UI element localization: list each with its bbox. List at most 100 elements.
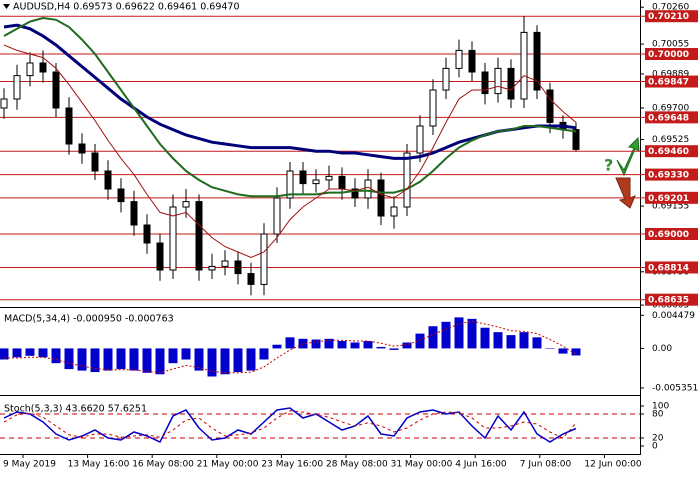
plot-content: 0.70260 0.70055 0.69889 0.69700 0.69525 0.691…	[0, 2, 698, 470]
candle-body	[429, 89, 437, 127]
macd-bar	[246, 348, 256, 371]
candle-body	[143, 224, 151, 244]
macd-bar	[311, 339, 321, 349]
candle-body	[182, 201, 190, 208]
macd-bar	[64, 348, 74, 370]
candle-body	[26, 62, 34, 77]
macd-bar	[363, 341, 373, 349]
macd-bar	[220, 348, 230, 375]
macd-bar	[467, 318, 477, 349]
candle-body	[195, 201, 203, 271]
candle-body	[507, 67, 515, 100]
macd-bar	[77, 348, 87, 371]
x-tick-label: 4 Jun 16:00	[455, 460, 507, 470]
macd-bar	[324, 338, 334, 349]
level-label: 0.70210	[648, 12, 689, 22]
candle-body	[481, 71, 489, 95]
x-tick-label: 28 May 08:00	[326, 460, 388, 470]
y-tick-label: 20	[652, 434, 664, 444]
macd-bar	[90, 348, 100, 373]
y-tick-label: 0.69155	[652, 202, 689, 212]
level-label: 0.70000	[648, 50, 689, 60]
moving-average	[3, 16, 577, 198]
candle-body	[520, 31, 528, 100]
candle-body	[286, 170, 294, 199]
panel-title: AUDUSD,H4 0.69573 0.69622 0.69461 0.6947…	[13, 2, 240, 13]
macd-bar	[129, 348, 139, 371]
candle-body	[39, 62, 47, 73]
candle-body	[468, 49, 476, 73]
macd-bar	[415, 333, 425, 349]
level-label-box	[645, 10, 698, 23]
candle-body	[546, 89, 554, 123]
macd-bar	[103, 348, 113, 371]
macd-bar	[168, 348, 178, 364]
stoch-main	[3, 407, 577, 443]
macd-bar	[0, 348, 9, 360]
candle-body	[312, 179, 320, 185]
candle-body	[364, 179, 372, 199]
x-tick-label: 7 Jun 08:00	[520, 460, 572, 470]
macd-bar	[207, 348, 217, 377]
signal-arrows: ?	[604, 136, 640, 209]
level-label-box	[645, 228, 698, 240]
candle-body	[169, 206, 177, 271]
macd-bar	[337, 341, 347, 349]
level-label: 0.69460	[648, 147, 689, 157]
up-arrow-icon	[616, 136, 640, 177]
candle-body	[325, 175, 333, 181]
candle-body	[65, 107, 73, 145]
candle-body	[260, 233, 268, 285]
candle-body	[247, 273, 255, 285]
level-label: 0.68814	[648, 263, 689, 273]
macd-bar	[402, 342, 412, 349]
macd-bar	[558, 348, 568, 354]
macd-bar	[38, 348, 48, 358]
macd-bar	[259, 348, 269, 360]
macd-bar	[12, 348, 22, 358]
x-tick-label: 9 May 2019	[3, 460, 56, 470]
candle-body	[156, 242, 164, 271]
y-tick-label: 0.004479	[652, 311, 695, 321]
x-tick-label: 16 May 08:00	[132, 460, 194, 470]
y-tick-label: 0.69889	[652, 69, 689, 79]
candle-body	[494, 67, 502, 95]
candle-body	[104, 170, 112, 190]
candle-body	[455, 49, 463, 69]
y-tick-label: 0.70260	[652, 3, 689, 13]
candle-body	[533, 31, 541, 91]
candle-body	[221, 260, 229, 267]
macd-bar	[493, 332, 503, 349]
x-tick-label: 12 Jun 00:00	[584, 460, 641, 470]
candle-body	[52, 71, 60, 109]
level-label-box	[645, 111, 698, 124]
macd-bar	[272, 344, 282, 349]
y-tick-label: 0.69700	[652, 104, 689, 114]
macd-bar	[532, 337, 542, 349]
macd-bar	[155, 348, 165, 375]
x-tick-label: 13 May 16:00	[68, 460, 130, 470]
level-label: 0.69847	[648, 78, 689, 88]
macd-bar	[181, 348, 191, 360]
macd-bar	[519, 332, 529, 349]
y-tick-label: 0.70055	[652, 40, 689, 50]
candle-body	[78, 143, 86, 154]
candle-body	[117, 188, 125, 203]
candle-body	[572, 129, 580, 150]
candle-body	[390, 206, 398, 217]
candle-body	[377, 179, 385, 217]
level-label-box	[645, 48, 698, 60]
candle-body	[208, 265, 216, 271]
x-tick-label: 31 May 00:00	[391, 460, 453, 470]
macd-bar	[116, 348, 126, 370]
candle-body	[416, 125, 424, 154]
macd-bar	[454, 317, 464, 349]
candle-body	[91, 152, 99, 172]
candle-body	[442, 67, 450, 91]
level-label: 0.69330	[648, 171, 689, 181]
header-icon	[3, 4, 10, 9]
candle-body	[299, 170, 307, 185]
level-label-box	[645, 168, 698, 181]
macd-bar	[350, 342, 360, 349]
